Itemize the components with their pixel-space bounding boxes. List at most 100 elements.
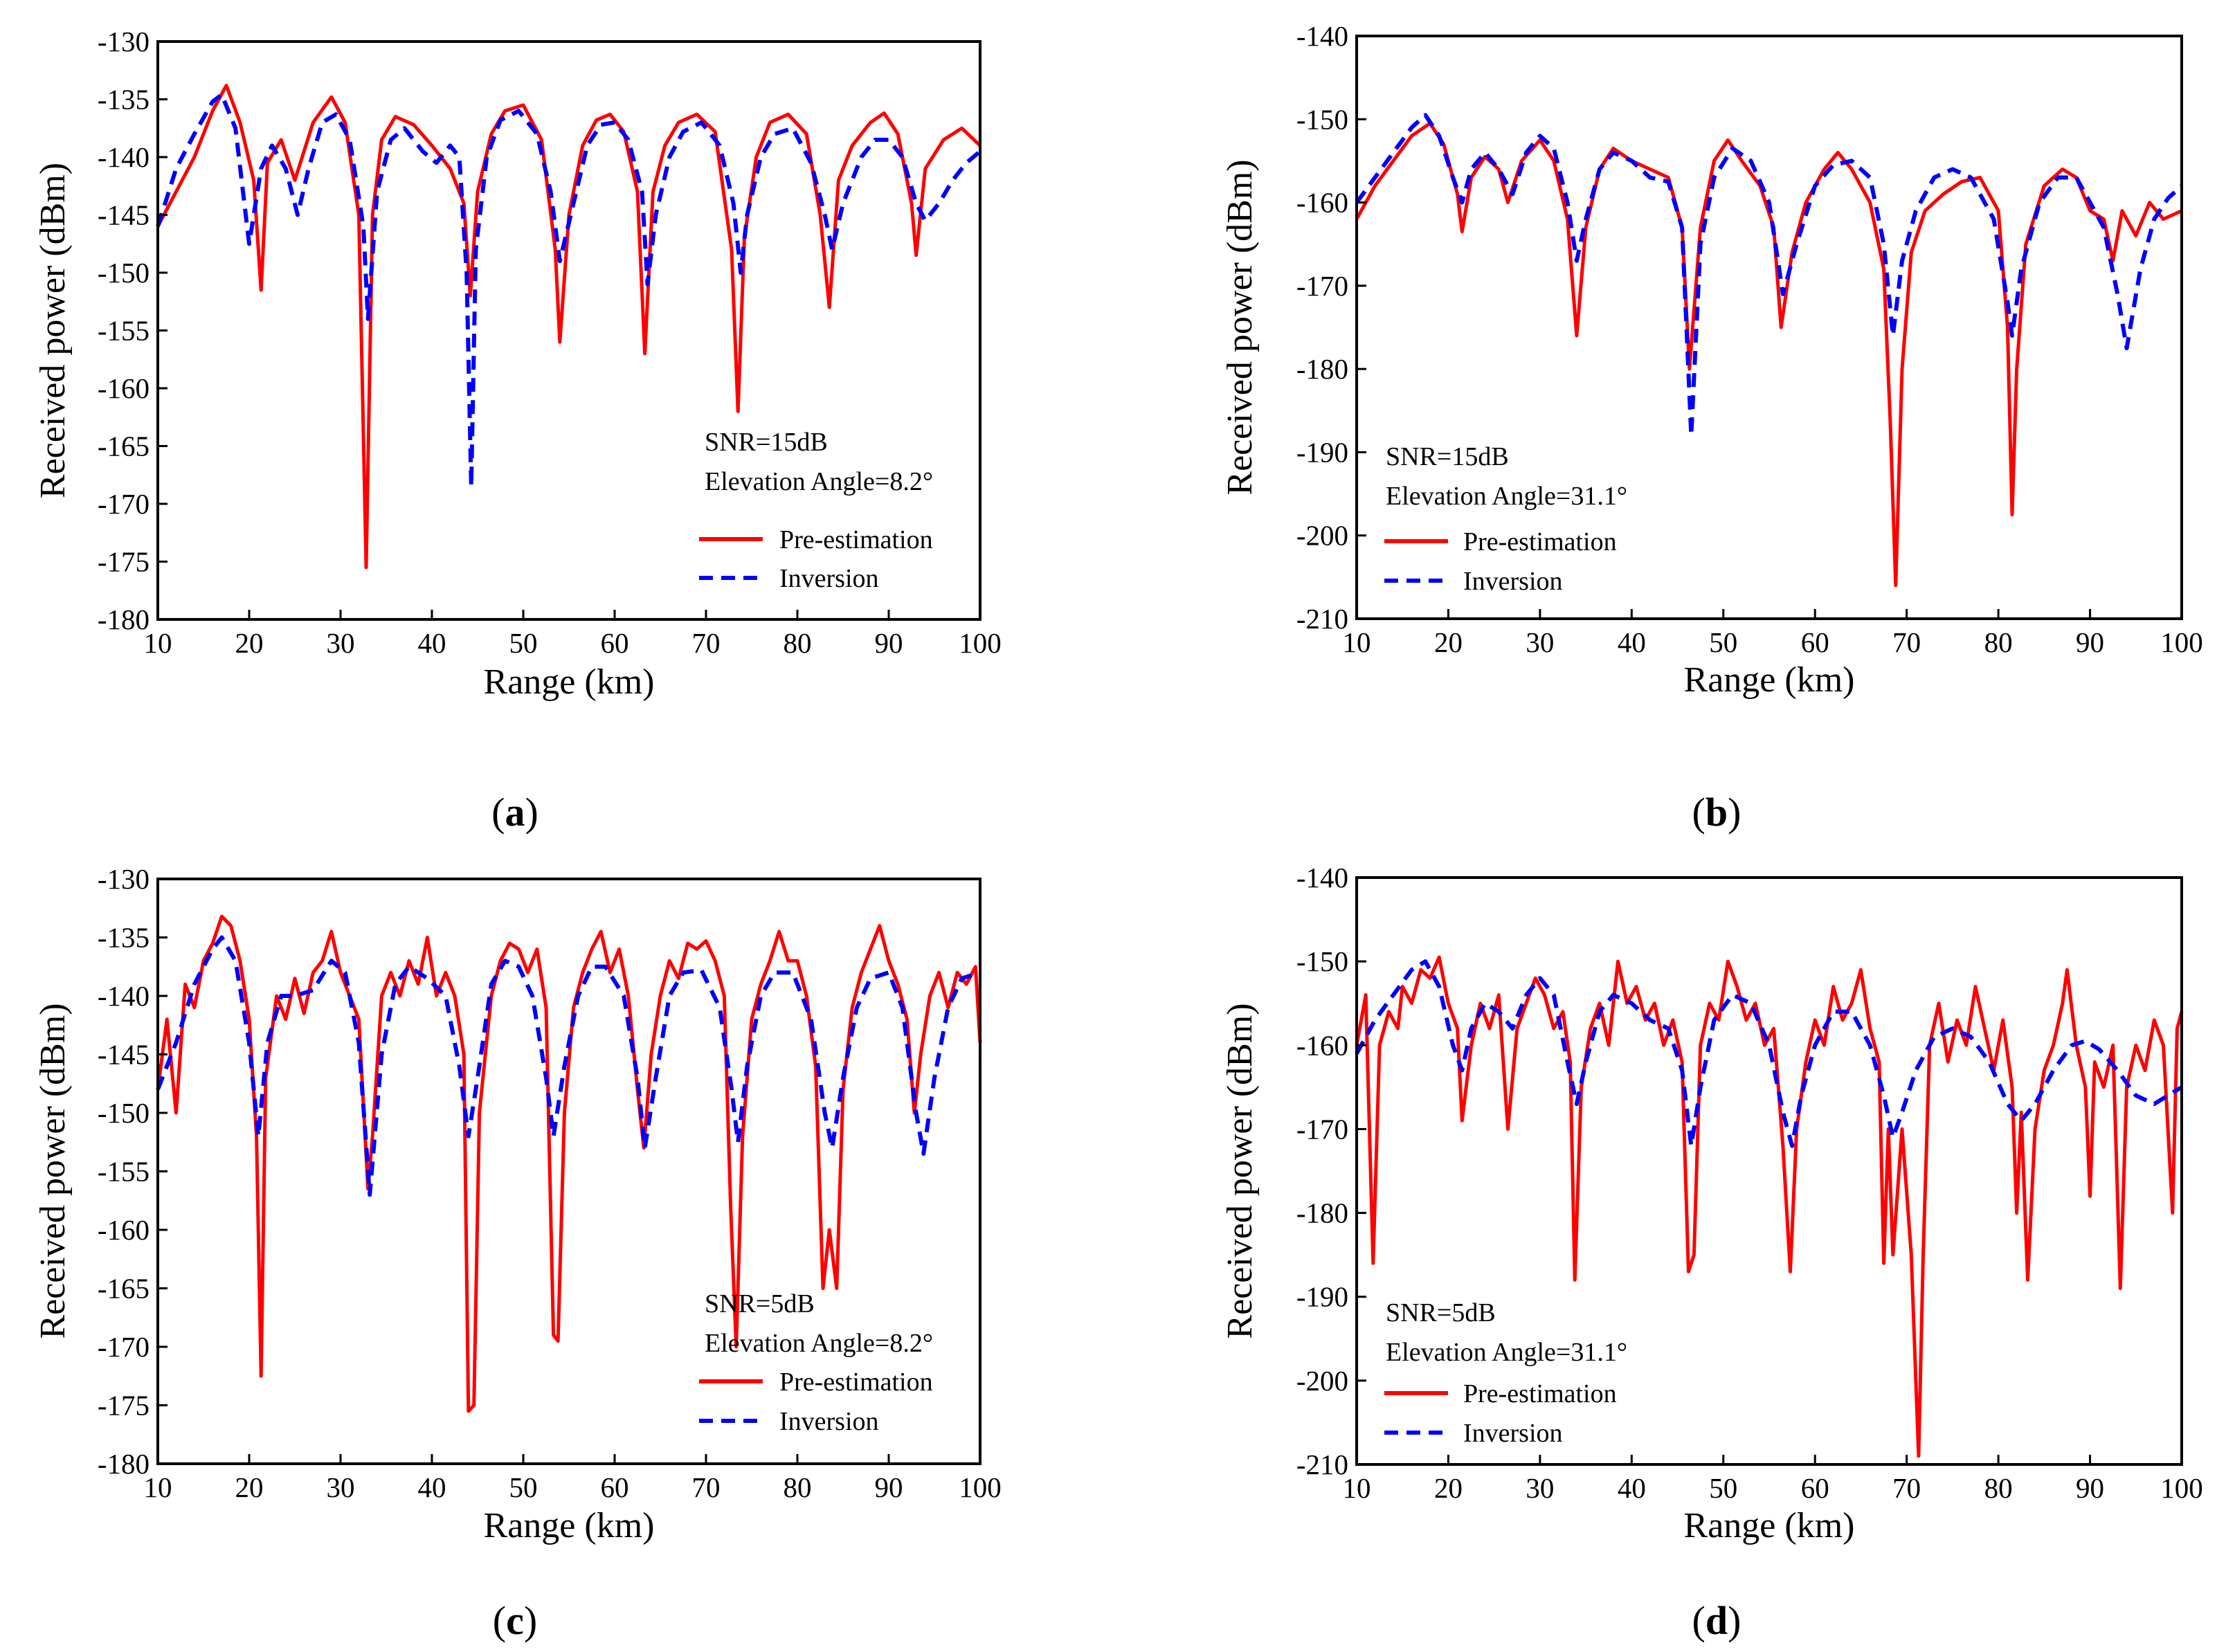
legend-label-pre-estimation: Pre-estimation <box>1463 527 1617 556</box>
x-tick-label: 10 <box>144 1471 172 1503</box>
x-tick-label: 20 <box>235 627 264 659</box>
y-tick-label: -140 <box>98 141 150 173</box>
x-tick-label: 90 <box>875 627 903 659</box>
series-line-inversion <box>1355 959 2183 1148</box>
y-tick-label: -170 <box>98 488 150 520</box>
y-tick-label: -150 <box>1296 945 1348 977</box>
y-axis-label: Received power (dBm) <box>33 1003 73 1338</box>
x-tick-label: 10 <box>144 627 172 659</box>
panel-label-a: (a) <box>491 790 539 835</box>
x-tick-label: 70 <box>1892 1472 1921 1504</box>
x-tick-label: 20 <box>235 1471 264 1503</box>
y-tick-label: -160 <box>1296 1029 1348 1061</box>
x-tick-label: 10 <box>1343 1472 1371 1504</box>
series-line-inversion <box>156 92 981 489</box>
elevation-annotation: Elevation Angle=31.1° <box>1386 1338 1627 1367</box>
x-tick-label: 80 <box>1984 626 2013 658</box>
x-tick-label: 60 <box>601 1471 629 1503</box>
x-tick-label: 50 <box>509 627 538 659</box>
series-line-inversion <box>156 935 981 1197</box>
elevation-annotation: Elevation Angle=8.2° <box>705 467 933 496</box>
y-tick-label: -130 <box>98 863 150 895</box>
y-tick-label: -155 <box>98 315 150 347</box>
y-tick-label: -210 <box>1296 1449 1348 1480</box>
series-layer <box>156 914 982 1413</box>
series-line-pre-estimation <box>156 84 981 570</box>
y-tick-label: -170 <box>1296 1113 1348 1145</box>
x-tick-label: 70 <box>692 627 721 659</box>
legend-label-inversion: Inversion <box>779 1407 879 1436</box>
y-tick-label: -145 <box>98 199 150 231</box>
y-tick-label: -160 <box>98 1214 150 1246</box>
y-axis-label: Received power (dBm) <box>1220 159 1260 495</box>
x-tick-label: 30 <box>327 1471 355 1503</box>
x-tick-label: 60 <box>1801 626 1829 658</box>
panel-label-d: (d) <box>1692 1598 1741 1643</box>
y-tick-label: -145 <box>98 1039 150 1071</box>
legend-label-pre-estimation: Pre-estimation <box>779 1368 933 1397</box>
x-axis-label: Range (km) <box>1684 660 1855 700</box>
series-line-pre-estimation <box>1355 955 2184 1458</box>
x-axis-label: Range (km) <box>484 1506 655 1545</box>
x-tick-label: 70 <box>1892 626 1921 658</box>
y-axis-label: Received power (dBm) <box>1220 1003 1260 1338</box>
y-axis-label: Received power (dBm) <box>33 163 73 498</box>
y-tick-label: -190 <box>1296 1281 1348 1313</box>
y-tick-label: -180 <box>1296 1197 1348 1229</box>
series-line-inversion <box>1355 113 2184 438</box>
chart-panel-a: 10 20 30 40 50 60 70 80 90 100 -130 -135 -140 -145 -15… <box>33 26 1002 702</box>
x-tick-label: 100 <box>2160 1472 2203 1504</box>
x-tick-label: 90 <box>875 1471 903 1503</box>
series-layer <box>156 84 981 570</box>
series-layer <box>1355 955 2184 1458</box>
y-tick-label: -150 <box>1296 103 1348 135</box>
snr-annotation: SNR=15dB <box>1386 442 1509 471</box>
y-tick-label: -135 <box>98 922 150 954</box>
y-tick-label: -130 <box>98 26 150 57</box>
elevation-annotation: Elevation Angle=31.1° <box>1386 482 1627 511</box>
x-tick-label: 40 <box>1618 626 1646 658</box>
legend-label-pre-estimation: Pre-estimation <box>779 525 933 554</box>
legend-label-pre-estimation: Pre-estimation <box>1463 1379 1617 1408</box>
legend-label-inversion: Inversion <box>1463 1419 1563 1448</box>
x-tick-label: 40 <box>418 1471 446 1503</box>
x-tick-label: 50 <box>1709 626 1737 658</box>
snr-annotation: SNR=15dB <box>705 428 828 457</box>
x-tick-label: 60 <box>601 627 629 659</box>
x-tick-label: 50 <box>509 1471 538 1503</box>
y-tick-label: -140 <box>98 980 150 1012</box>
chart-panel-c: 10 20 30 40 50 60 70 80 90 100 -130 -135 -140 -145 -15… <box>33 863 1002 1545</box>
legend-label-inversion: Inversion <box>1463 567 1563 596</box>
x-tick-label: 20 <box>1434 626 1463 658</box>
snr-annotation: SNR=5dB <box>705 1289 815 1318</box>
y-tick-label: -150 <box>98 257 150 289</box>
plot-frame <box>1355 35 2183 620</box>
series-layer <box>1355 113 2184 588</box>
y-tick-label: -180 <box>1296 353 1348 385</box>
panel-label-c: (c) <box>493 1598 537 1643</box>
y-tick-label: -155 <box>98 1156 150 1188</box>
y-tick-label: -200 <box>1296 1365 1348 1397</box>
x-tick-label: 90 <box>2076 626 2104 658</box>
x-tick-label: 50 <box>1709 1472 1737 1504</box>
y-tick-label: -150 <box>98 1097 150 1129</box>
y-tick-label: -175 <box>98 1390 150 1422</box>
x-tick-label: 90 <box>2076 1472 2104 1504</box>
y-tick-label: -210 <box>1296 603 1348 635</box>
series-line-pre-estimation <box>156 914 982 1413</box>
x-tick-label: 60 <box>1801 1472 1829 1504</box>
x-tick-label: 80 <box>784 627 812 659</box>
x-tick-label: 80 <box>784 1471 812 1503</box>
chart-panel-b: 10 20 30 40 50 60 70 80 90 100 -140 -150 -160 -170 -18… <box>1220 20 2203 700</box>
x-axis-label: Range (km) <box>484 662 655 702</box>
x-tick-label: 100 <box>2160 626 2203 658</box>
x-tick-label: 30 <box>327 627 355 659</box>
y-tick-label: -180 <box>98 603 150 635</box>
y-tick-label: -140 <box>1296 20 1348 52</box>
y-tick-label: -160 <box>1296 187 1348 219</box>
y-tick-label: -175 <box>98 546 150 578</box>
y-tick-label: -165 <box>98 430 150 462</box>
y-tick-label: -180 <box>98 1448 150 1480</box>
legend-label-inversion: Inversion <box>779 564 879 593</box>
